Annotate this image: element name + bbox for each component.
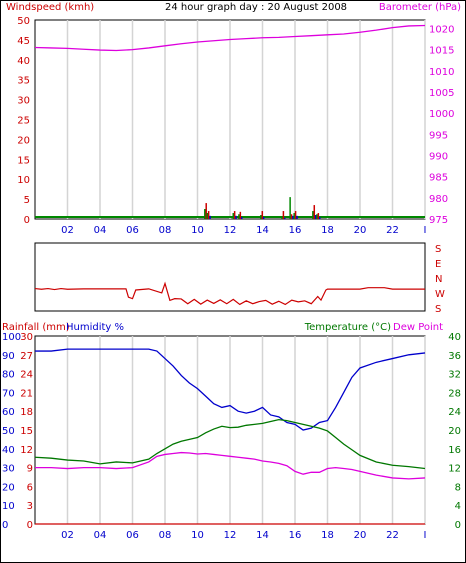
humidity-x-tick-label: 02 <box>61 530 74 541</box>
barometer-tick-label: 985 <box>429 173 448 184</box>
temperature-tick-label: 32 <box>448 370 461 381</box>
temperature-line <box>34 419 426 470</box>
barometer-tick-label: 975 <box>429 215 448 226</box>
humidity-line <box>35 348 426 431</box>
humidity-tick-label: 100 <box>2 332 21 343</box>
humidity-tick-label: 70 <box>2 388 15 399</box>
windspeed-tick-label: 25 <box>17 116 30 127</box>
barometer-tick-label: 1010 <box>429 67 454 78</box>
temperature-tick-label: 24 <box>448 407 461 418</box>
temperature-tick-label: 4 <box>455 501 461 512</box>
temperature-tick-label: 40 <box>448 332 461 343</box>
humidity-x-tick-label: 08 <box>159 530 172 541</box>
humidity-tick-label: 50 <box>2 426 15 437</box>
wind-x-tick-label: 22 <box>386 225 399 236</box>
humidity-x-tick-label: 12 <box>224 530 237 541</box>
rainfall-tick-label: 0 <box>27 520 33 531</box>
humidity-x-tick-label: 22 <box>386 530 399 541</box>
temperature-tick-label: 12 <box>448 464 461 475</box>
humidity-x-tick-label: 06 <box>126 530 139 541</box>
rainfall-tick-label: 18 <box>20 407 33 418</box>
humidity-tick-label: 60 <box>2 407 15 418</box>
rainfall-tick-label: 21 <box>20 388 33 399</box>
chart-title: 24 hour graph day : 20 August 2008 <box>165 2 347 13</box>
humidity-tick-label: 40 <box>2 445 15 456</box>
windspeed-tick-label: 50 <box>17 16 30 27</box>
rainfall-tick-label: 24 <box>20 370 33 381</box>
temperature-tick-label: 28 <box>448 388 461 399</box>
windspeed-axis-title: Windspeed (kmh) <box>6 2 94 13</box>
humidity-x-tick-label: 10 <box>191 530 204 541</box>
wind-x-tick-label: 10 <box>191 225 204 236</box>
wind-x-tick-label: 12 <box>224 225 237 236</box>
barometer-tick-label: 990 <box>429 151 448 162</box>
windspeed-tick-label: 5 <box>24 195 30 206</box>
temperature-axis-title: Temperature (°C) <box>304 322 391 333</box>
windspeed-tick-label: 15 <box>17 155 30 166</box>
wind-x-tick-label: 02 <box>61 225 74 236</box>
barometer-axis-title: Barometer (hPa) <box>379 2 461 13</box>
humidity-x-tick-label: I <box>424 530 427 541</box>
rainfall-tick-label: 6 <box>27 482 33 493</box>
humidity-axis-title: Humidity % <box>66 322 124 333</box>
wind-x-tick-label: 18 <box>321 225 334 236</box>
temperature-tick-label: 0 <box>455 520 461 531</box>
direction-compass-label: N <box>435 274 442 285</box>
windspeed-tick-label: 10 <box>17 175 30 186</box>
windspeed-tick-label: 35 <box>17 76 30 87</box>
barometer-tick-label: 995 <box>429 130 448 141</box>
temperature-tick-label: 20 <box>448 426 461 437</box>
direction-line <box>34 281 425 306</box>
rainfall-axis-title: Rainfall (mm) <box>2 322 70 333</box>
rainfall-tick-label: 15 <box>20 426 33 437</box>
humidity-x-tick-label: 18 <box>321 530 334 541</box>
windspeed-tick-label: 0 <box>24 215 30 226</box>
temperature-tick-label: 36 <box>448 351 461 362</box>
direction-plot-area <box>34 242 426 312</box>
temperature-tick-label: 8 <box>455 482 461 493</box>
wind-x-tick-label: I <box>424 225 427 236</box>
humidity-x-tick-label: 14 <box>256 530 269 541</box>
barometer-tick-label: 980 <box>429 194 448 205</box>
barometer-tick-label: 1005 <box>429 88 454 99</box>
dewpoint-axis-title: Dew Point <box>393 322 443 333</box>
humidity-tick-label: 80 <box>2 370 15 381</box>
wind-x-tick-label: 04 <box>94 225 107 236</box>
windspeed-tick-label: 45 <box>17 36 30 47</box>
windspeed-tick-label: 20 <box>17 135 30 146</box>
humidity-tick-label: 10 <box>2 501 15 512</box>
direction-compass-label: E <box>435 259 441 270</box>
rainfall-tick-label: 9 <box>27 464 33 475</box>
wind-x-tick-label: 20 <box>354 225 367 236</box>
humidity-tick-label: 0 <box>2 520 8 531</box>
direction-compass-label: S <box>435 304 441 315</box>
wind-x-tick-label: 16 <box>289 225 302 236</box>
wind-x-tick-label: 06 <box>126 225 139 236</box>
rainfall-tick-label: 27 <box>20 351 33 362</box>
temperature-tick-label: 16 <box>448 445 461 456</box>
direction-compass-label: W <box>435 289 445 300</box>
rainfall-tick-label: 3 <box>27 501 33 512</box>
barometer-tick-label: 1000 <box>429 109 454 120</box>
humidity-x-tick-label: 04 <box>94 530 107 541</box>
humidity-x-tick-label: 16 <box>289 530 302 541</box>
humidity-tick-label: 20 <box>2 482 15 493</box>
rainfall-tick-label: 30 <box>20 332 33 343</box>
barometer-tick-label: 1015 <box>429 46 454 57</box>
windspeed-tick-label: 40 <box>17 56 30 67</box>
wind-x-tick-label: 08 <box>159 225 172 236</box>
windspeed-tick-label: 30 <box>17 96 30 107</box>
humidity-tick-label: 30 <box>2 464 15 475</box>
humidity-x-tick-label: 20 <box>354 530 367 541</box>
humidity-tick-label: 90 <box>2 351 15 362</box>
barometer-line <box>34 24 426 52</box>
rainfall-tick-label: 12 <box>20 445 33 456</box>
barometer-tick-label: 1020 <box>429 24 454 35</box>
direction-compass-label: S <box>435 244 441 255</box>
wind-x-tick-label: 14 <box>256 225 269 236</box>
dewpoint-line <box>35 451 426 480</box>
